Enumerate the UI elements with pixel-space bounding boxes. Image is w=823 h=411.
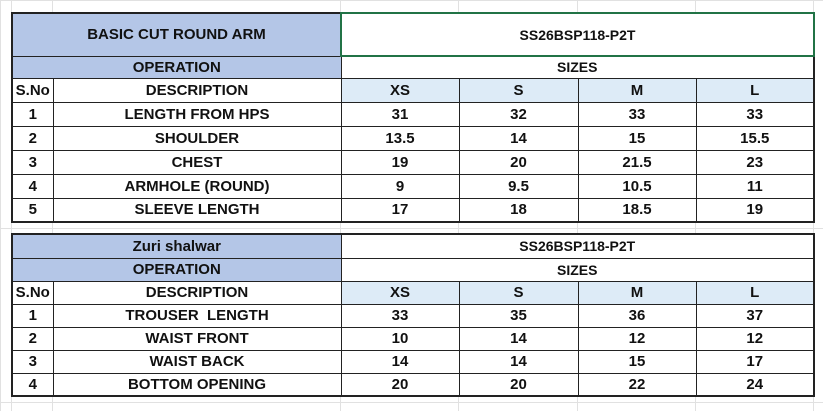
size-header-xs[interactable]: XS — [340, 77, 460, 103]
sno-cell[interactable]: 4 — [11, 173, 54, 199]
value-cell-l[interactable]: 11 — [695, 173, 815, 199]
table-row: 5 SLEEVE LENGTH 17 18 18.5 19 — [11, 197, 815, 223]
description-cell[interactable]: BOTTOM OPENING — [52, 372, 342, 397]
value-cell-xs[interactable]: 10 — [340, 326, 460, 351]
operation-label[interactable]: OPERATION — [11, 55, 342, 79]
description-cell[interactable]: CHEST — [52, 149, 342, 175]
gridline — [0, 228, 823, 229]
value-cell-s[interactable]: 20 — [458, 149, 579, 175]
sno-cell[interactable]: 3 — [11, 149, 54, 175]
value-cell-l[interactable]: 19 — [695, 197, 815, 223]
description-cell[interactable]: WAIST BACK — [52, 349, 342, 374]
value-cell-s[interactable]: 18 — [458, 197, 579, 223]
description-cell[interactable]: ARMHOLE (ROUND) — [52, 173, 342, 199]
size-header-l[interactable]: L — [695, 280, 815, 305]
value-cell-s[interactable]: 35 — [458, 303, 579, 328]
table-row: 4 BOTTOM OPENING 20 20 22 24 — [11, 372, 815, 397]
gridline — [0, 0, 823, 1]
value-cell-s[interactable]: 32 — [458, 101, 579, 127]
value-cell-xs[interactable]: 9 — [340, 173, 460, 199]
table-row: 4 ARMHOLE (ROUND) 9 9.5 10.5 11 — [11, 173, 815, 199]
sno-header[interactable]: S.No — [11, 280, 54, 305]
value-cell-s[interactable]: 14 — [458, 326, 579, 351]
description-header[interactable]: DESCRIPTION — [52, 77, 342, 103]
value-cell-m[interactable]: 21.5 — [577, 149, 697, 175]
value-cell-m[interactable]: 10.5 — [577, 173, 697, 199]
sno-cell[interactable]: 2 — [11, 326, 54, 351]
gridline — [0, 402, 823, 403]
value-cell-m[interactable]: 12 — [577, 326, 697, 351]
description-cell[interactable]: SLEEVE LENGTH — [52, 197, 342, 223]
value-cell-l[interactable]: 15.5 — [695, 125, 815, 151]
size-header-l[interactable]: L — [695, 77, 815, 103]
table-title[interactable]: BASIC CUT ROUND ARM — [11, 12, 342, 57]
table-title[interactable]: Zuri shalwar — [11, 233, 342, 259]
operation-label[interactable]: OPERATION — [11, 257, 342, 282]
table-row: 2 WAIST FRONT 10 14 12 12 — [11, 326, 815, 351]
description-cell[interactable]: LENGTH FROM HPS — [52, 101, 342, 127]
value-cell-xs[interactable]: 19 — [340, 149, 460, 175]
sno-cell[interactable]: 4 — [11, 372, 54, 397]
size-header-xs[interactable]: XS — [340, 280, 460, 305]
table-row: 3 CHEST 19 20 21.5 23 — [11, 149, 815, 175]
value-cell-l[interactable]: 24 — [695, 372, 815, 397]
value-cell-xs[interactable]: 31 — [340, 101, 460, 127]
sizes-label[interactable]: SIZES — [341, 55, 815, 79]
spec-table-zuri-shalwar: Zuri shalwar SS26BSP118-P2T OPERATION SI… — [11, 233, 815, 397]
value-cell-m[interactable]: 33 — [577, 101, 697, 127]
value-cell-s[interactable]: 9.5 — [458, 173, 579, 199]
value-cell-xs[interactable]: 33 — [340, 303, 460, 328]
sno-cell[interactable]: 1 — [11, 303, 54, 328]
value-cell-l[interactable]: 33 — [695, 101, 815, 127]
value-cell-xs[interactable]: 17 — [340, 197, 460, 223]
value-cell-l[interactable]: 23 — [695, 149, 815, 175]
value-cell-xs[interactable]: 14 — [340, 349, 460, 374]
description-cell[interactable]: TROUSER LENGTH — [52, 303, 342, 328]
size-header-s[interactable]: S — [458, 280, 579, 305]
table-row: 3 WAIST BACK 14 14 15 17 — [11, 349, 815, 374]
value-cell-l[interactable]: 17 — [695, 349, 815, 374]
description-cell[interactable]: WAIST FRONT — [52, 326, 342, 351]
value-cell-m[interactable]: 15 — [577, 125, 697, 151]
value-cell-m[interactable]: 22 — [577, 372, 697, 397]
value-cell-xs[interactable]: 13.5 — [340, 125, 460, 151]
value-cell-s[interactable]: 14 — [458, 349, 579, 374]
value-cell-s[interactable]: 14 — [458, 125, 579, 151]
table-row: 1 TROUSER LENGTH 33 35 36 37 — [11, 303, 815, 328]
description-header[interactable]: DESCRIPTION — [52, 280, 342, 305]
sno-cell[interactable]: 3 — [11, 349, 54, 374]
description-cell[interactable]: SHOULDER — [52, 125, 342, 151]
value-cell-s[interactable]: 20 — [458, 372, 579, 397]
value-cell-m[interactable]: 15 — [577, 349, 697, 374]
sno-cell[interactable]: 1 — [11, 101, 54, 127]
sno-cell[interactable]: 2 — [11, 125, 54, 151]
style-code-cell[interactable]: SS26BSP118-P2T — [340, 233, 815, 259]
table-row: 2 SHOULDER 13.5 14 15 15.5 — [11, 125, 815, 151]
value-cell-l[interactable]: 12 — [695, 326, 815, 351]
value-cell-xs[interactable]: 20 — [340, 372, 460, 397]
value-cell-l[interactable]: 37 — [695, 303, 815, 328]
sno-header[interactable]: S.No — [11, 77, 54, 103]
value-cell-m[interactable]: 36 — [577, 303, 697, 328]
value-cell-m[interactable]: 18.5 — [577, 197, 697, 223]
size-header-m[interactable]: M — [577, 77, 697, 103]
style-code-cell[interactable]: SS26BSP118-P2T — [340, 12, 815, 57]
sizes-label[interactable]: SIZES — [340, 257, 815, 282]
table-row: 1 LENGTH FROM HPS 31 32 33 33 — [11, 101, 815, 127]
size-header-s[interactable]: S — [458, 77, 579, 103]
spec-table-basic-cut: BASIC CUT ROUND ARM SS26BSP118-P2T OPERA… — [11, 12, 815, 223]
sno-cell[interactable]: 5 — [11, 197, 54, 223]
size-header-m[interactable]: M — [577, 280, 697, 305]
